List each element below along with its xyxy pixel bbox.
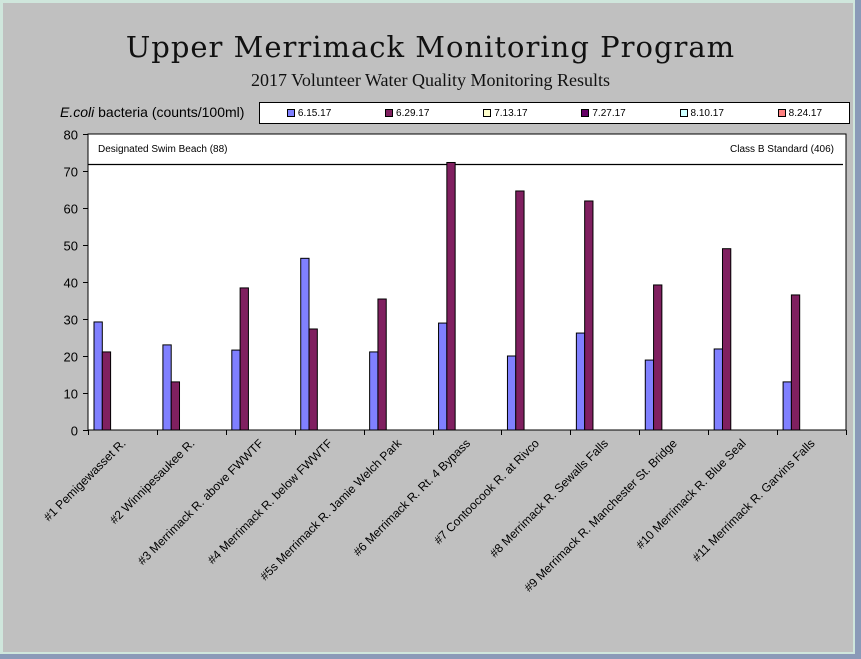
legend-swatch <box>483 109 492 117</box>
legend-item: 6.29.17 <box>385 108 429 119</box>
legend-swatch <box>679 109 688 117</box>
y-tick-label: 70 <box>64 165 78 180</box>
y-axis-label-rest: bacteria (counts/100ml) <box>94 104 245 120</box>
legend-label: 6.15.17 <box>297 107 332 119</box>
x-tick-label: #10 Merrimack R. Blue Seal <box>633 436 749 552</box>
bar-6-15-17 <box>575 332 586 431</box>
bar-6-15-17 <box>782 381 792 431</box>
legend-swatch <box>581 109 590 117</box>
y-tick-label: 20 <box>64 350 78 365</box>
bar-6-15-17 <box>438 322 448 431</box>
x-tick-label: #5s Merrimack R. Jamie Welch Park <box>257 436 405 584</box>
bar-6-29-17 <box>515 190 525 431</box>
bar-6-29-17 <box>170 381 181 431</box>
bar-6-29-17 <box>446 161 456 431</box>
x-tick-label: #9 Merrimack R. Manchester St. Bridge <box>521 436 680 595</box>
bar-6-15-17 <box>644 359 655 431</box>
bar-6-29-17 <box>308 328 318 431</box>
legend-item: 7.13.17 <box>483 107 528 119</box>
x-tick-label: #4 Merrimack R. below FWWTF <box>205 436 336 567</box>
y-tick-label: 0 <box>71 424 78 439</box>
bar-6-29-17 <box>101 351 112 431</box>
legend-label: 6.29.17 <box>396 107 430 119</box>
y-tick-label: 10 <box>64 387 78 402</box>
chart-title: Upper Merrimack Monitoring Program <box>125 30 736 64</box>
bar-6-29-17 <box>790 294 801 431</box>
bar-6-15-17 <box>93 321 103 431</box>
x-tick-label: #11 Merrimack R. Garvins Falls <box>690 436 818 564</box>
bar-6-29-17 <box>377 298 387 431</box>
legend-swatch <box>777 109 786 117</box>
chart-subtitle: 2017 Volunteer Water Quality Monitoring … <box>250 70 611 90</box>
legend-label: 8.24.17 <box>788 107 823 119</box>
x-tick-label: #3 Merrimack R. above FWWTF <box>135 436 267 568</box>
bar-6-15-17 <box>162 344 172 431</box>
legend-item: 6.15.17 <box>286 107 332 119</box>
y-axis-label-italic: E.coli <box>60 104 95 120</box>
bar-6-15-17 <box>506 355 517 431</box>
y-tick-label: 50 <box>64 239 78 254</box>
y-tick-label: 30 <box>64 313 78 328</box>
y-tick-label: 80 <box>64 128 78 143</box>
x-tick-label: #8 Merrimack R. Sewalls Falls <box>487 436 611 560</box>
legend-swatch <box>286 109 295 117</box>
legend-label: 8.10.17 <box>690 107 724 119</box>
reference-label-right: Class B Standard (406) <box>730 144 834 155</box>
y-axis-label: E.coli bacteria (counts/100ml) <box>60 104 244 120</box>
legend-item: 8.24.17 <box>777 107 823 119</box>
bar-6-15-17 <box>231 349 241 431</box>
x-tick-label: #6 Merrimack R. Rt. 4 Bypass <box>351 436 474 559</box>
legend: 6.15.17 6.29.17 7.13.17 7.27.17 8.10.17 8.24.… <box>259 102 850 124</box>
legend-swatch <box>385 109 394 117</box>
legend-item: 7.27.17 <box>581 107 626 119</box>
legend-item: 8.10.17 <box>679 107 724 119</box>
legend-label: 7.13.17 <box>494 107 528 119</box>
bar-6-15-17 <box>300 257 310 431</box>
bar-6-29-17 <box>584 200 594 431</box>
y-tick-label: 60 <box>64 202 78 217</box>
plot-area <box>87 133 847 431</box>
bar-6-29-17 <box>721 248 732 431</box>
bar-6-29-17 <box>653 284 663 431</box>
bar-6-15-17 <box>713 348 723 431</box>
bar-6-15-17 <box>369 351 379 431</box>
legend-label: 7.27.17 <box>592 107 626 119</box>
bar-6-29-17 <box>239 287 249 431</box>
reference-label-left: Designated Swim Beach (88) <box>98 144 228 155</box>
y-tick-label: 40 <box>64 276 78 291</box>
